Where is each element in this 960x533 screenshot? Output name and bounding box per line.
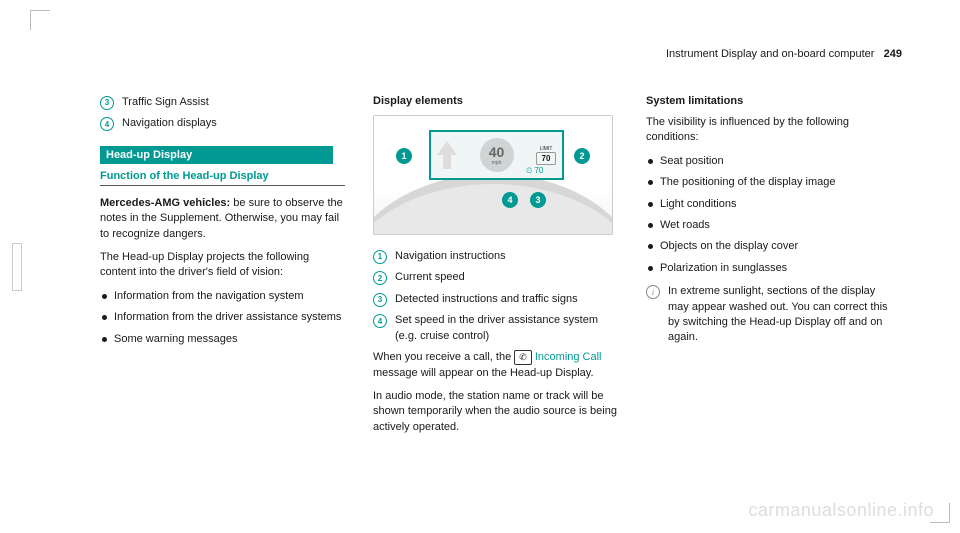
- page-number: 249: [884, 48, 902, 60]
- column-2: Display elements 40 mph LIMIT 70 ⏲ 70 1: [373, 95, 618, 443]
- phone-icon: ✆: [514, 350, 532, 365]
- info-icon: i: [646, 285, 660, 299]
- nav-arrow-icon: [437, 141, 457, 169]
- bullet-item: Information from the navigation system: [100, 289, 345, 304]
- bullet-item: Objects on the display cover: [646, 239, 891, 254]
- hud-limit: LIMIT 70: [536, 146, 556, 165]
- paragraph: In audio mode, the station name or track…: [373, 389, 618, 435]
- bullet-list: Information from the navigation system I…: [100, 289, 345, 347]
- marker-4-icon: 4: [100, 117, 114, 131]
- marker-3-icon: 3: [100, 96, 114, 110]
- section-subhead: Function of the Head-up Display: [100, 170, 345, 186]
- item-text: Navigation displays: [122, 116, 217, 131]
- item-text: Detected instructions and traffic signs: [395, 292, 578, 307]
- bold-lead: Mercedes-AMG vehicles:: [100, 197, 230, 209]
- content-columns: 3 Traffic Sign Assist 4 Navigation displ…: [100, 95, 902, 443]
- hud-set-speed: ⏲ 70: [526, 166, 543, 176]
- para-text-b: message will appear on the Head-up Displ…: [373, 367, 594, 379]
- callout-2-icon: 2: [574, 148, 590, 164]
- paragraph: Mercedes-AMG vehicles: be sure to observ…: [100, 196, 345, 242]
- paragraph: The Head-up Display projects the followi…: [100, 250, 345, 281]
- hud-limit-value: 70: [536, 152, 556, 165]
- list-item: 3 Detected instructions and traffic sign…: [373, 292, 618, 307]
- marker-1-icon: 1: [373, 250, 387, 264]
- paragraph: When you receive a call, the ✆ Incoming …: [373, 350, 618, 381]
- bullet-item: Information from the driver assistance s…: [100, 310, 345, 325]
- hud-figure: 40 mph LIMIT 70 ⏲ 70 1 2 3 4: [373, 115, 613, 235]
- column-1: 3 Traffic Sign Assist 4 Navigation displ…: [100, 95, 345, 443]
- info-text: In extreme sunlight, sections of the dis…: [668, 284, 891, 346]
- binding-tab: [12, 243, 22, 291]
- item-text: Current speed: [395, 270, 465, 285]
- bullet-item: Seat position: [646, 154, 891, 169]
- item-text: Traffic Sign Assist: [122, 95, 209, 110]
- list-item: 1 Navigation instructions: [373, 249, 618, 264]
- cruise-value: 70: [534, 166, 543, 175]
- column-heading: Display elements: [373, 95, 618, 107]
- item-text: Set speed in the driver assistance syste…: [395, 313, 618, 344]
- incoming-call-text: Incoming Call: [535, 351, 602, 363]
- marker-3-icon: 3: [373, 293, 387, 307]
- hud-box: 40 mph LIMIT 70 ⏲ 70: [429, 130, 564, 180]
- para-text-a: When you receive a call, the: [373, 351, 514, 363]
- column-3: System limitations The visibility is inf…: [646, 95, 891, 443]
- hud-limit-label: LIMIT: [536, 146, 556, 152]
- callout-3-icon: 3: [530, 192, 546, 208]
- marker-2-icon: 2: [373, 271, 387, 285]
- watermark: carmanualsonline.info: [748, 500, 934, 521]
- bullet-item: The positioning of the display image: [646, 175, 891, 190]
- paragraph: The visibility is influenced by the foll…: [646, 115, 891, 146]
- list-item: 3 Traffic Sign Assist: [100, 95, 345, 110]
- cruise-icon: ⏲: [526, 166, 532, 175]
- info-note: i In extreme sunlight, sections of the d…: [646, 284, 891, 346]
- header-section: Instrument Display and on-board computer: [666, 48, 875, 60]
- marker-4-icon: 4: [373, 314, 387, 328]
- callout-1-icon: 1: [396, 148, 412, 164]
- bullet-item: Some warning messages: [100, 332, 345, 347]
- section-bar: Head-up Display: [100, 146, 333, 164]
- column-heading: System limitations: [646, 95, 891, 107]
- dashboard-shape: [373, 174, 613, 235]
- list-item: 2 Current speed: [373, 270, 618, 285]
- bullet-item: Wet roads: [646, 218, 891, 233]
- callout-4-icon: 4: [502, 192, 518, 208]
- crop-mark-tl: [30, 10, 50, 30]
- hud-speed-value: 40: [489, 144, 505, 160]
- bullet-list: Seat position The positioning of the dis…: [646, 154, 891, 276]
- item-text: Navigation instructions: [395, 249, 506, 264]
- bullet-item: Light conditions: [646, 197, 891, 212]
- list-item: 4 Set speed in the driver assistance sys…: [373, 313, 618, 344]
- hud-speed-unit: mph: [492, 160, 502, 166]
- list-item: 4 Navigation displays: [100, 116, 345, 131]
- hud-speed-gauge: 40 mph: [480, 138, 514, 172]
- bullet-item: Polarization in sunglasses: [646, 261, 891, 276]
- page-header: Instrument Display and on-board computer…: [666, 48, 902, 60]
